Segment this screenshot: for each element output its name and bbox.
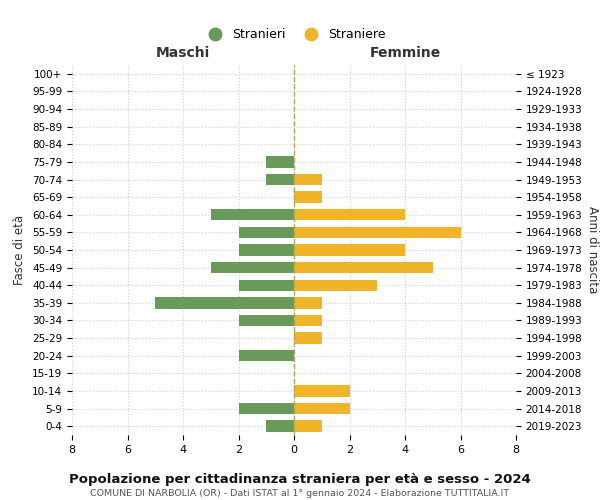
Bar <box>239 244 294 256</box>
Bar <box>239 226 294 238</box>
Bar <box>294 262 433 274</box>
Text: Maschi: Maschi <box>156 46 210 60</box>
Bar <box>294 332 322 344</box>
Bar <box>294 297 322 308</box>
Bar <box>294 244 405 256</box>
Bar <box>155 297 294 308</box>
Bar <box>294 315 322 326</box>
Y-axis label: Anni di nascita: Anni di nascita <box>586 206 599 294</box>
Y-axis label: Fasce di età: Fasce di età <box>13 215 26 285</box>
Bar <box>294 174 322 185</box>
Bar <box>211 209 294 220</box>
Bar <box>266 156 294 168</box>
Bar <box>294 280 377 291</box>
Text: Popolazione per cittadinanza straniera per età e sesso - 2024: Popolazione per cittadinanza straniera p… <box>69 472 531 486</box>
Bar <box>239 403 294 414</box>
Bar <box>211 262 294 274</box>
Bar <box>239 280 294 291</box>
Bar <box>239 315 294 326</box>
Bar <box>294 385 349 396</box>
Bar <box>294 226 461 238</box>
Bar <box>239 350 294 362</box>
Legend: Stranieri, Straniere: Stranieri, Straniere <box>197 23 391 46</box>
Text: COMUNE DI NARBOLIA (OR) - Dati ISTAT al 1° gennaio 2024 - Elaborazione TUTTITALI: COMUNE DI NARBOLIA (OR) - Dati ISTAT al … <box>91 489 509 498</box>
Bar <box>266 420 294 432</box>
Text: Femmine: Femmine <box>370 46 440 60</box>
Bar <box>294 420 322 432</box>
Bar <box>294 209 405 220</box>
Bar <box>266 174 294 185</box>
Bar <box>294 403 349 414</box>
Bar <box>294 192 322 203</box>
